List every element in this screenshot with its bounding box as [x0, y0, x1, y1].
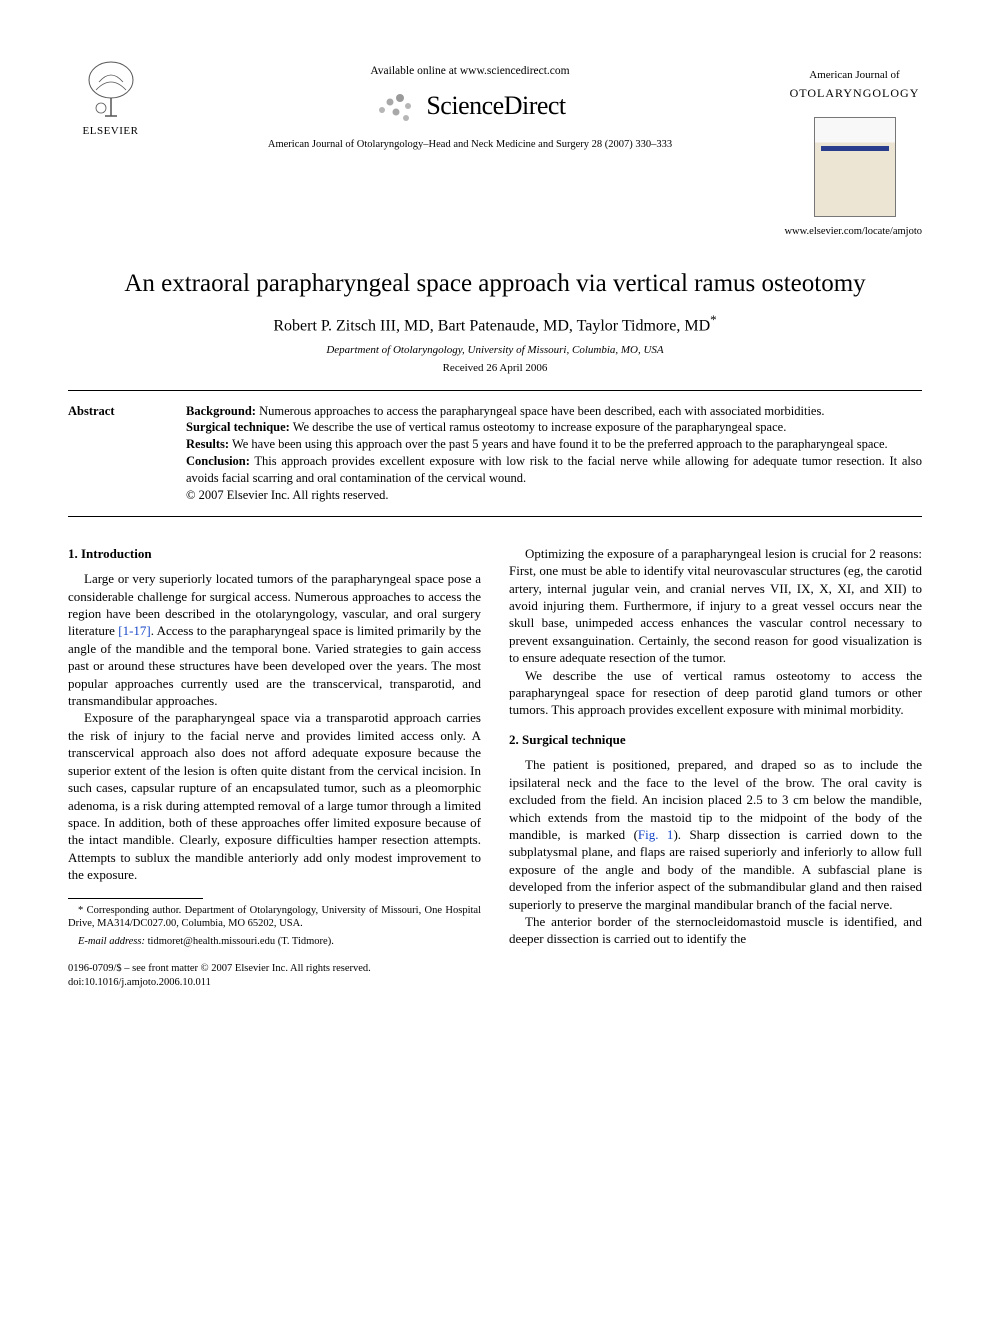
intro-paragraph-2: Exposure of the parapharyngeal space via…: [68, 709, 481, 883]
elsevier-label: ELSEVIER: [83, 124, 139, 139]
technique-paragraph-1: The patient is positioned, prepared, and…: [509, 756, 922, 913]
col2-paragraph-2: We describe the use of vertical ramus os…: [509, 667, 922, 719]
abs-background-text: Numerous approaches to access the paraph…: [256, 404, 825, 418]
authors-text: Robert P. Zitsch III, MD, Bart Patenaude…: [273, 317, 710, 334]
citation-line: American Journal of Otolaryngology–Head …: [153, 138, 787, 152]
column-left: 1. Introduction Large or very superiorly…: [68, 545, 481, 990]
column-right: Optimizing the exposure of a parapharyng…: [509, 545, 922, 990]
corresponding-marker: *: [710, 312, 717, 327]
abstract-body: Background: Numerous approaches to acces…: [186, 403, 922, 504]
affiliation: Department of Otolaryngology, University…: [68, 343, 922, 358]
abs-technique-label: Surgical technique:: [186, 420, 290, 434]
abs-background-label: Background:: [186, 404, 256, 418]
journal-block: American Journal of OTOLARYNGOLOGY: [787, 60, 922, 217]
fig-link-1[interactable]: Fig. 1: [638, 827, 674, 842]
footnote-email-value: tidmoret@health.missouri.edu (T. Tidmore…: [145, 936, 334, 947]
abstract: Abstract Background: Numerous approaches…: [68, 390, 922, 517]
technique-paragraph-2: The anterior border of the sternocleidom…: [509, 913, 922, 948]
sciencedirect-logo: ScienceDirect: [153, 88, 787, 124]
journal-name-1: American Journal of: [787, 68, 922, 83]
received-date: Received 26 April 2006: [68, 361, 922, 376]
abs-conclusion-text: This approach provides excellent exposur…: [186, 454, 922, 485]
article-title: An extraoral parapharyngeal space approa…: [68, 267, 922, 301]
journal-name-2: OTOLARYNGOLOGY: [787, 85, 922, 101]
footnote-rule: [68, 898, 203, 899]
footnote-email: E-mail address: tidmoret@health.missouri…: [68, 935, 481, 949]
elsevier-tree-icon: [81, 60, 141, 122]
ref-link-1-17[interactable]: [1-17]: [118, 623, 151, 638]
section-technique-heading: 2. Surgical technique: [509, 731, 922, 748]
footnote-corresponding: * Corresponding author. Department of Ot…: [68, 904, 481, 931]
col2-paragraph-1: Optimizing the exposure of a parapharyng…: [509, 545, 922, 667]
abs-results-label: Results:: [186, 437, 229, 451]
intro-paragraph-1: Large or very superiorly located tumors …: [68, 570, 481, 709]
abs-conclusion-label: Conclusion:: [186, 454, 250, 468]
header: ELSEVIER Available online at www.science…: [68, 60, 922, 217]
journal-cover-thumbnail: [814, 117, 896, 217]
section-intro-heading: 1. Introduction: [68, 545, 481, 562]
header-center: Available online at www.sciencedirect.co…: [153, 60, 787, 152]
authors: Robert P. Zitsch III, MD, Bart Patenaude…: [68, 311, 922, 337]
elsevier-logo: ELSEVIER: [68, 60, 153, 139]
abs-copyright: © 2007 Elsevier Inc. All rights reserved…: [186, 488, 389, 502]
sciencedirect-text: ScienceDirect: [426, 88, 565, 123]
abs-results-text: We have been using this approach over th…: [229, 437, 888, 451]
locate-url: www.elsevier.com/locate/amjoto: [68, 225, 922, 239]
doi-line: doi:10.1016/j.amjoto.2006.10.011: [68, 976, 481, 990]
sciencedirect-mark-icon: [374, 88, 416, 124]
available-online-text: Available online at www.sciencedirect.co…: [153, 64, 787, 80]
footnote-email-label: E-mail address:: [78, 936, 145, 947]
body-columns: 1. Introduction Large or very superiorly…: [68, 545, 922, 990]
bottom-matter: 0196-0709/$ – see front matter © 2007 El…: [68, 962, 481, 989]
abstract-label: Abstract: [68, 403, 186, 504]
front-matter-line: 0196-0709/$ – see front matter © 2007 El…: [68, 962, 481, 976]
abs-technique-text: We describe the use of vertical ramus os…: [290, 420, 786, 434]
